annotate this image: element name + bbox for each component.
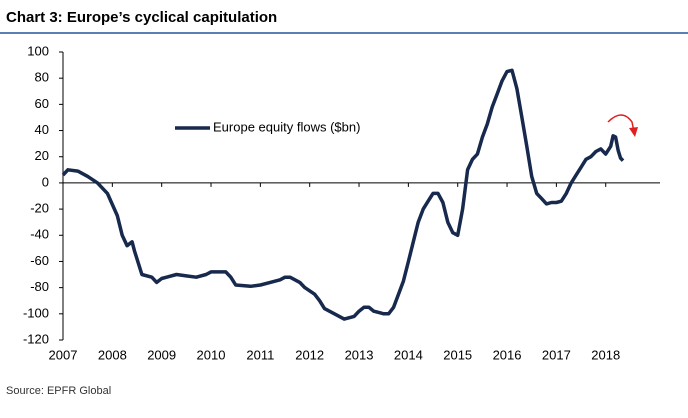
y-tick-label: 40 — [35, 122, 49, 137]
legend-label: Europe equity flows ($bn) — [213, 119, 360, 134]
x-tick-label: 2011 — [246, 347, 274, 362]
x-tick-label: 2016 — [493, 347, 522, 362]
y-tick-label: -20 — [30, 201, 49, 216]
source: Source: EPFR Global — [6, 385, 111, 397]
x-tick-label: 2010 — [197, 347, 226, 362]
y-tick-label: 0 — [42, 174, 49, 189]
x-tick-label: 2018 — [591, 347, 620, 362]
y-tick-label: -40 — [30, 227, 49, 242]
x-tick-label: 2015 — [443, 347, 472, 362]
x-tick-label: 2012 — [295, 347, 324, 362]
y-tick-label: 100 — [27, 43, 49, 58]
x-tick-label: 2008 — [98, 347, 127, 362]
x-tick-label: 2007 — [49, 347, 78, 362]
x-tick-label: 2013 — [345, 347, 374, 362]
y-tick-label: -60 — [30, 253, 49, 268]
y-tick-label: -120 — [23, 331, 49, 346]
x-tick-label: 2017 — [542, 347, 571, 362]
series-line — [61, 68, 625, 321]
x-tick-label: 2014 — [394, 347, 423, 362]
y-tick-label: 60 — [35, 96, 49, 111]
annotation-arrow — [607, 114, 635, 133]
y-tick-label: 20 — [35, 148, 49, 163]
chart-title: Chart 3: Europe’s cyclical capitulation — [6, 9, 277, 26]
y-tick-label: -100 — [23, 305, 49, 320]
annotation-arrowhead — [629, 127, 638, 137]
y-tick-label: 80 — [35, 70, 49, 85]
y-tick-label: -80 — [30, 279, 49, 294]
x-tick-label: 2009 — [147, 347, 176, 362]
